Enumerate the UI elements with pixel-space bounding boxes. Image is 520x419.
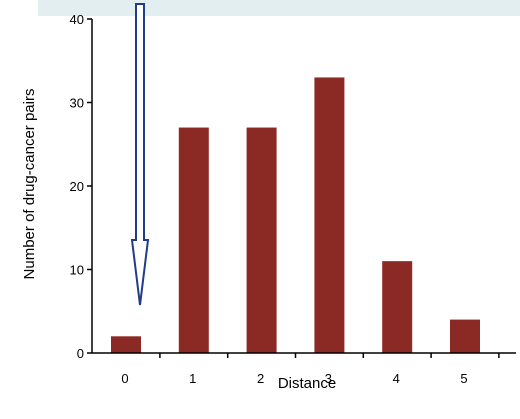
bars-layer — [111, 77, 480, 353]
axes-layer — [87, 18, 516, 358]
bar-0 — [111, 336, 141, 353]
y-tick-label-20: 20 — [70, 179, 84, 194]
x-tick-label-2: 2 — [257, 371, 264, 386]
bar-2 — [246, 127, 277, 353]
x-tick-label-1: 1 — [189, 371, 196, 386]
top-band — [38, 0, 520, 16]
y-tick-label-30: 30 — [70, 96, 84, 111]
bar-1 — [178, 127, 209, 353]
x-tick-label-5: 5 — [460, 371, 467, 386]
annotation-arrow — [130, 3, 150, 306]
y-tick-label-0: 0 — [77, 346, 84, 361]
y-axis-title: Number of drug-cancer pairs — [21, 89, 38, 280]
x-axis-title: Distance — [278, 375, 336, 392]
arrow-down-icon — [130, 3, 150, 306]
x-tick-label-3: 3 — [325, 371, 332, 386]
y-tick-label-40: 40 — [70, 12, 84, 27]
y-tick-label-10: 10 — [70, 263, 84, 278]
labels-layer: 0 10 20 30 40 0 1 2 3 4 5 — [70, 12, 468, 386]
bar-3 — [314, 77, 345, 353]
x-tick-label-0: 0 — [121, 371, 128, 386]
x-tick-label-4: 4 — [393, 371, 400, 386]
bar-5 — [450, 319, 480, 353]
bar-4 — [382, 261, 413, 353]
